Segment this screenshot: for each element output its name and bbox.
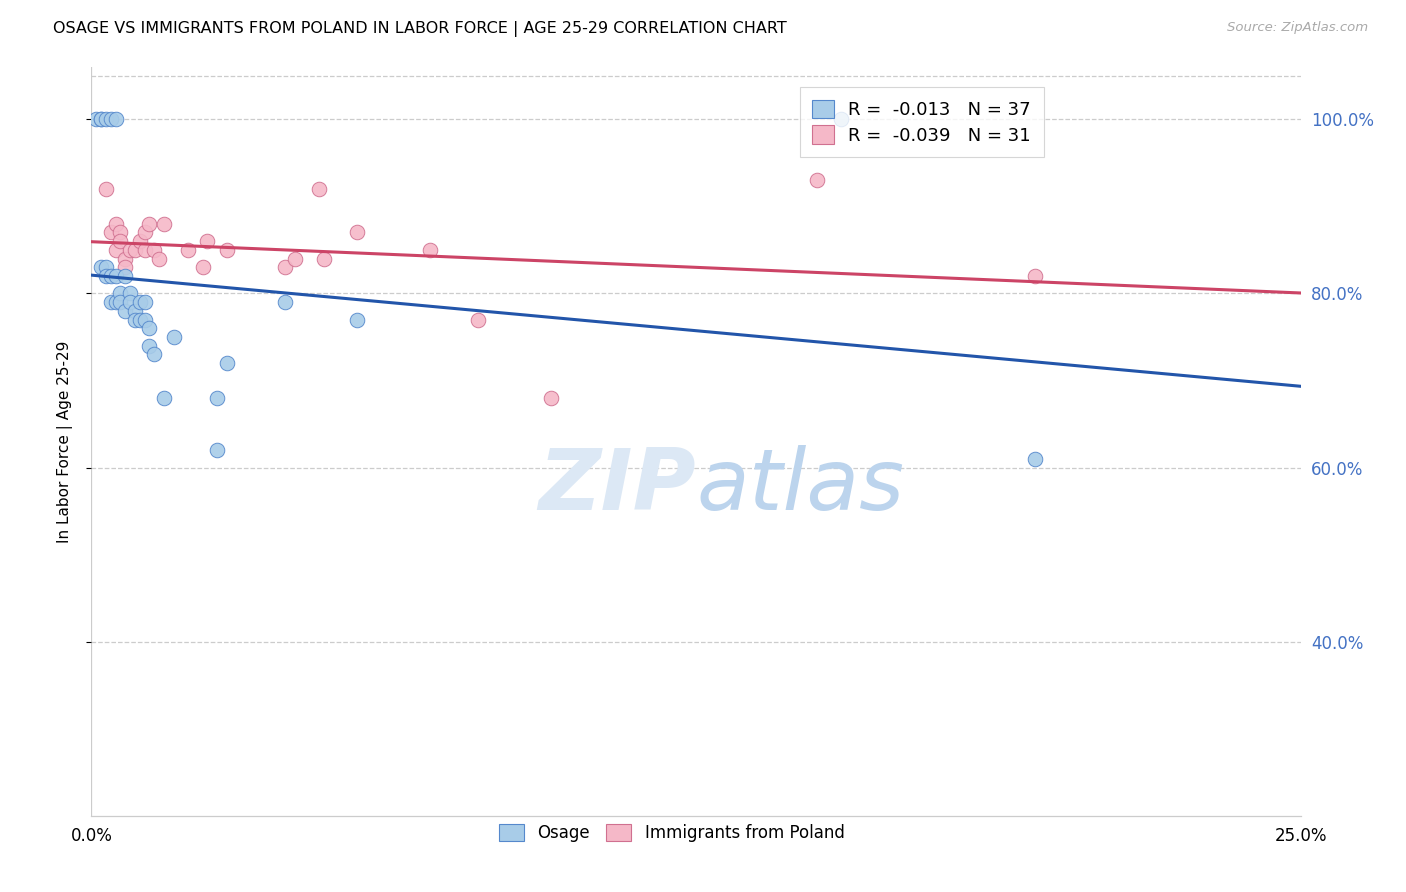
- Point: [134, 312, 156, 326]
- Text: ZIP: ZIP: [538, 445, 696, 528]
- Point: [100, 268, 122, 283]
- Text: atlas: atlas: [696, 445, 904, 528]
- Point: [134, 295, 156, 310]
- Point: [205, 443, 228, 458]
- Point: [128, 295, 150, 310]
- Point: [138, 321, 160, 335]
- Point: [124, 243, 146, 257]
- Point: [128, 312, 150, 326]
- Point: [806, 173, 828, 187]
- Point: [162, 330, 184, 344]
- Point: [90, 260, 112, 275]
- Point: [215, 243, 238, 257]
- Point: [308, 182, 330, 196]
- Point: [110, 234, 132, 248]
- Point: [94, 112, 117, 127]
- Point: [110, 286, 132, 301]
- Point: [124, 312, 146, 326]
- Point: [110, 226, 132, 240]
- Point: [205, 391, 228, 405]
- Point: [274, 260, 297, 275]
- Point: [540, 391, 562, 405]
- Point: [120, 286, 142, 301]
- Point: [120, 243, 142, 257]
- Point: [215, 356, 238, 370]
- Point: [153, 391, 176, 405]
- Point: [1024, 452, 1046, 467]
- Point: [84, 112, 107, 127]
- Point: [419, 243, 441, 257]
- Legend: Osage, Immigrants from Poland: Osage, Immigrants from Poland: [492, 818, 852, 849]
- Point: [134, 243, 156, 257]
- Point: [177, 243, 200, 257]
- Y-axis label: In Labor Force | Age 25-29: In Labor Force | Age 25-29: [58, 341, 73, 542]
- Text: Source: ZipAtlas.com: Source: ZipAtlas.com: [1227, 21, 1368, 35]
- Point: [100, 112, 122, 127]
- Point: [90, 112, 112, 127]
- Point: [94, 268, 117, 283]
- Text: OSAGE VS IMMIGRANTS FROM POLAND IN LABOR FORCE | AGE 25-29 CORRELATION CHART: OSAGE VS IMMIGRANTS FROM POLAND IN LABOR…: [53, 21, 787, 37]
- Point: [104, 112, 127, 127]
- Point: [143, 347, 166, 361]
- Point: [153, 217, 176, 231]
- Point: [114, 303, 136, 318]
- Point: [467, 312, 489, 326]
- Point: [110, 295, 132, 310]
- Point: [830, 112, 852, 127]
- Point: [134, 226, 156, 240]
- Point: [191, 260, 214, 275]
- Point: [128, 234, 150, 248]
- Point: [346, 312, 368, 326]
- Point: [138, 217, 160, 231]
- Point: [94, 182, 117, 196]
- Point: [104, 243, 127, 257]
- Point: [124, 303, 146, 318]
- Point: [104, 295, 127, 310]
- Point: [114, 268, 136, 283]
- Point: [114, 260, 136, 275]
- Point: [274, 295, 297, 310]
- Point: [120, 295, 142, 310]
- Point: [148, 252, 170, 266]
- Point: [346, 226, 368, 240]
- Point: [138, 339, 160, 353]
- Point: [1024, 268, 1046, 283]
- Point: [100, 226, 122, 240]
- Point: [100, 295, 122, 310]
- Point: [283, 252, 305, 266]
- Point: [143, 243, 166, 257]
- Point: [104, 268, 127, 283]
- Point: [312, 252, 335, 266]
- Point: [197, 234, 219, 248]
- Point: [114, 252, 136, 266]
- Point: [90, 112, 112, 127]
- Point: [104, 217, 127, 231]
- Point: [94, 260, 117, 275]
